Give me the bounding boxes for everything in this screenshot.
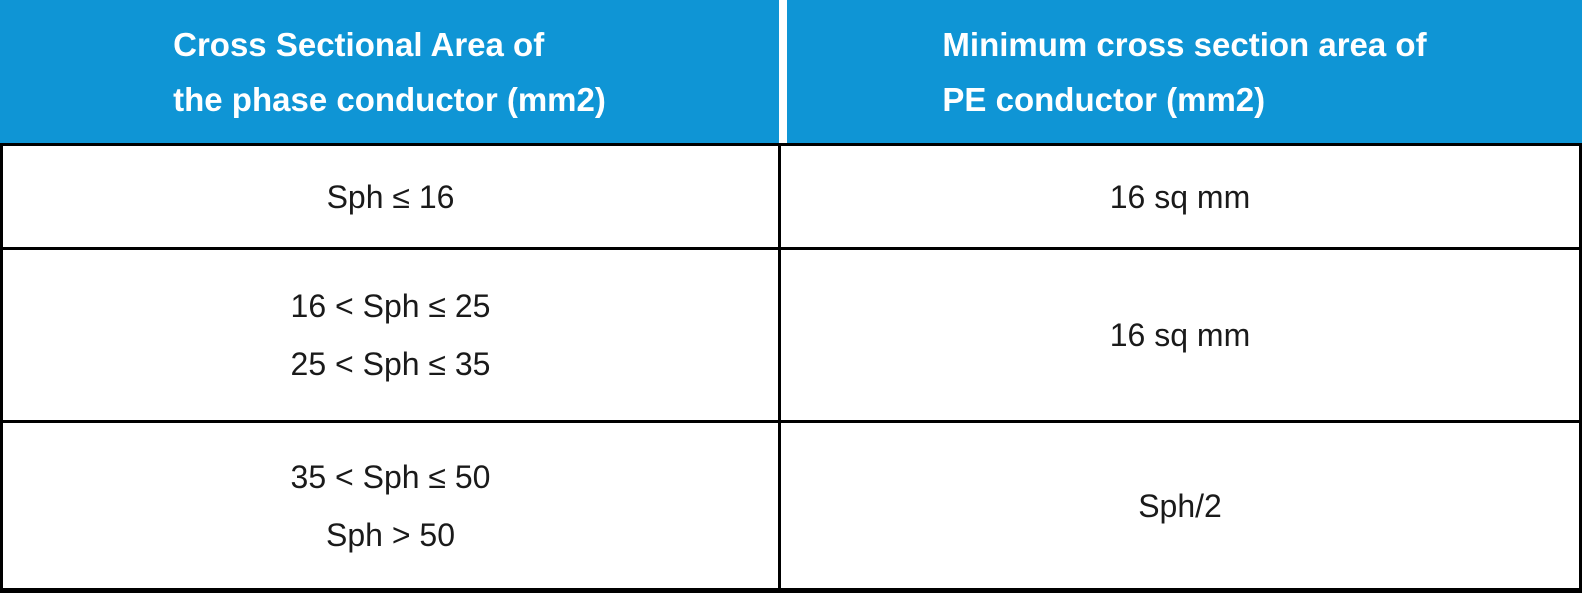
- phase-range-cell: 35 < Sph ≤ 50 Sph > 50: [3, 423, 781, 588]
- header-pe-text: Minimum cross section area of PE conduct…: [942, 17, 1426, 127]
- pe-size-value: 16 sq mm: [1109, 178, 1251, 215]
- pe-size-cell: 16 sq mm: [781, 146, 1579, 247]
- header-phase-line2: the phase conductor (mm2): [173, 80, 606, 118]
- table-header-row: Cross Sectional Area of the phase conduc…: [0, 0, 1582, 143]
- header-pe-line2: PE conductor (mm2): [942, 80, 1266, 118]
- header-column-divider: [779, 0, 787, 143]
- header-phase-line1: Cross Sectional Area of: [173, 25, 545, 63]
- phase-range-cell: 16 < Sph ≤ 25 25 < Sph ≤ 35: [3, 250, 781, 420]
- phase-range-line: Sph ≤ 16: [326, 178, 455, 215]
- phase-range-cell: Sph ≤ 16: [3, 146, 781, 247]
- phase-range-line: 16 < Sph ≤ 25: [290, 288, 491, 324]
- phase-range-line: Sph > 50: [326, 516, 455, 553]
- table-body: Sph ≤ 16 16 sq mm 16 < Sph ≤ 25 25 < Sph…: [0, 143, 1582, 593]
- phase-range-line: 35 < Sph ≤ 50: [290, 458, 491, 495]
- table-row: 35 < Sph ≤ 50 Sph > 50 Sph/2: [3, 423, 1579, 588]
- table-row: 16 < Sph ≤ 25 25 < Sph ≤ 35 16 sq mm: [3, 250, 1579, 423]
- pe-size-cell: Sph/2: [781, 423, 1579, 588]
- header-pe-line1: Minimum cross section area of: [942, 25, 1427, 63]
- phase-range-line: 25 < Sph ≤ 35: [290, 346, 491, 382]
- pe-size-value: Sph/2: [1138, 487, 1222, 524]
- pe-size-cell: 16 sq mm: [781, 250, 1579, 420]
- header-cell-phase-conductor: Cross Sectional Area of the phase conduc…: [0, 0, 779, 143]
- header-phase-text: Cross Sectional Area of the phase conduc…: [173, 17, 606, 127]
- pe-size-value: 16 sq mm: [1109, 317, 1251, 353]
- header-cell-pe-conductor: Minimum cross section area of PE conduct…: [787, 0, 1582, 143]
- table-row: Sph ≤ 16 16 sq mm: [3, 146, 1579, 250]
